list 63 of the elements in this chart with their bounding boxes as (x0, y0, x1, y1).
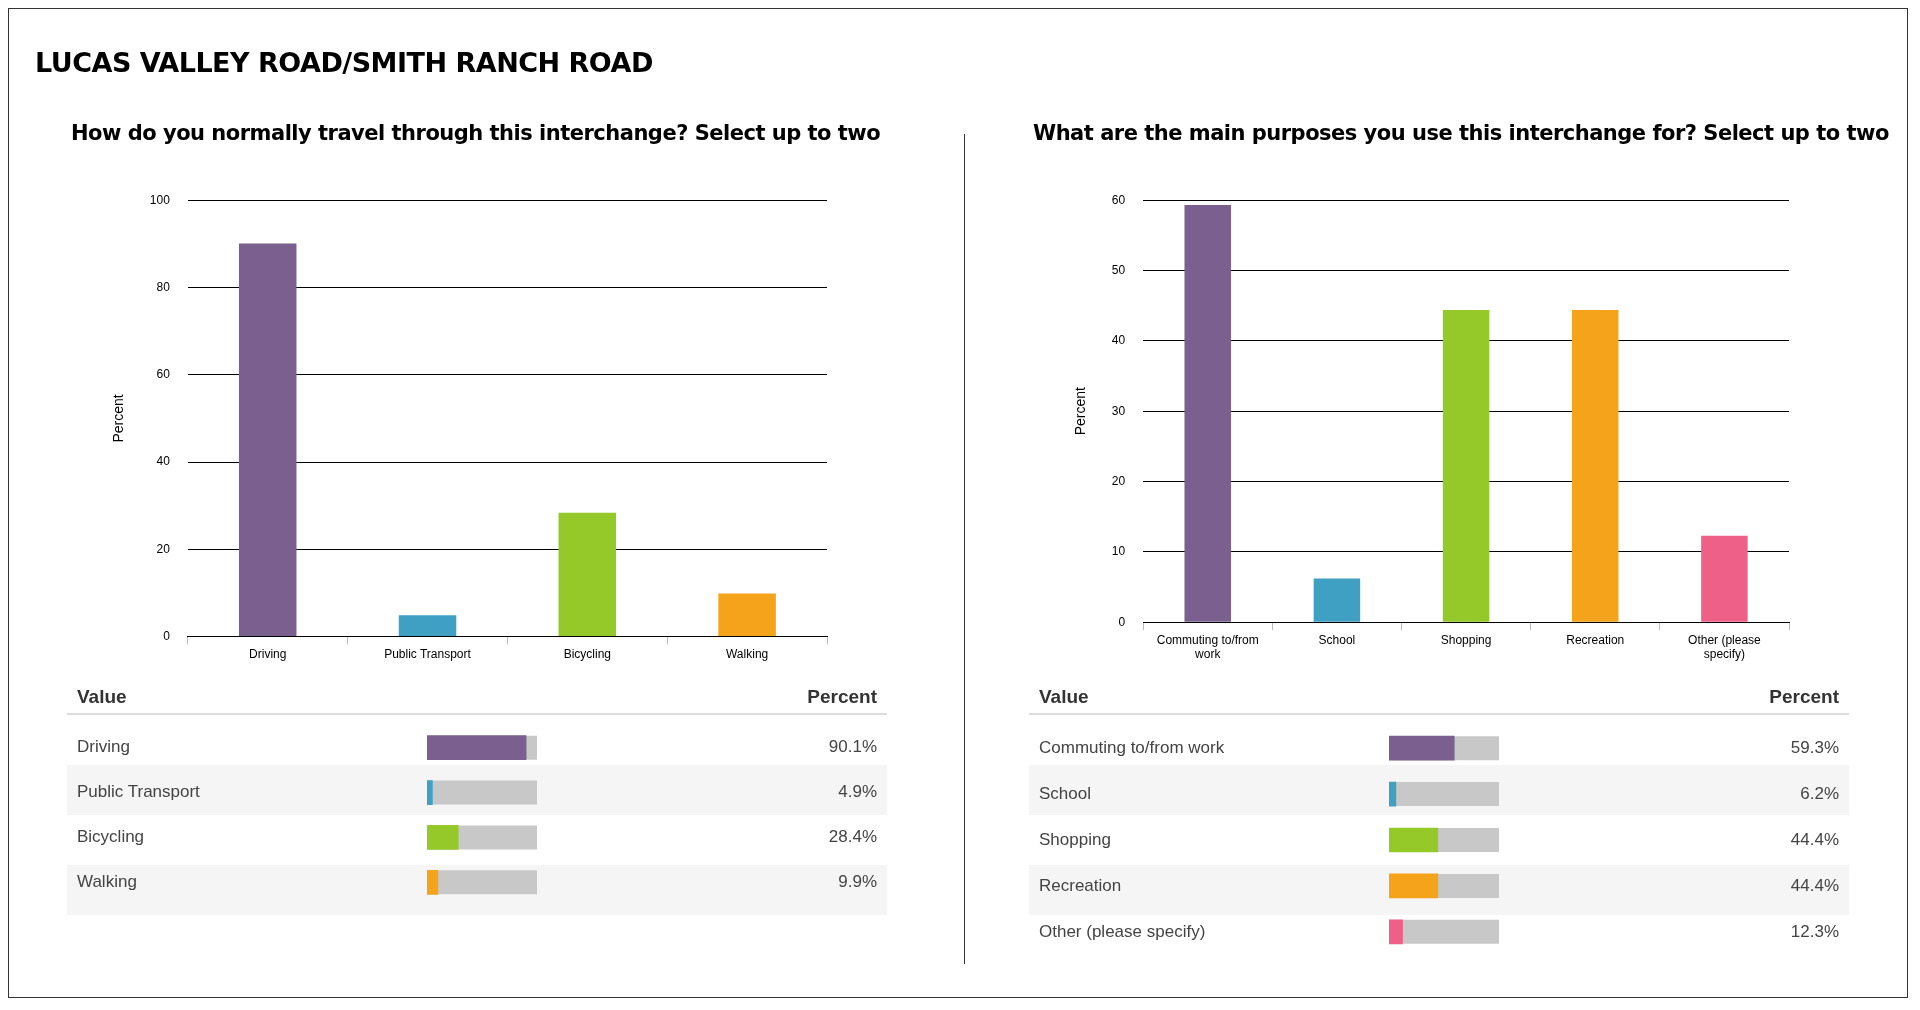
y-tick-label: Commuting to/from work (1039, 737, 1225, 757)
y-tick-label: 80 (156, 279, 171, 294)
data-label: 28.4% (828, 827, 877, 847)
y-tick-label: Driving (77, 737, 130, 757)
chart-title: How do you normally travel through this interchange? Select up to two (71, 121, 882, 145)
bar (238, 243, 297, 637)
bar (1571, 309, 1619, 622)
y-tick-label: Bicycling (77, 827, 145, 847)
y-tick-label: 60 (156, 367, 171, 382)
x-tick-label: School (1318, 632, 1356, 647)
data-label: 4.9% (838, 782, 877, 802)
data-label: 12.3% (1790, 921, 1839, 941)
data-label: 90.1% (828, 737, 877, 757)
bar (1442, 309, 1490, 622)
bar (718, 593, 776, 637)
x-tick-label: Recreation (1566, 632, 1625, 647)
data-label: 9.9% (838, 872, 877, 892)
bar (558, 512, 617, 637)
bar (1389, 781, 1397, 807)
y-tick-label: 0 (163, 628, 171, 643)
text: Percent (807, 686, 877, 708)
text: LUCAS VALLEY ROAD/SMITH RANCH ROAD (35, 47, 653, 78)
data-label: 59.3% (1790, 737, 1839, 757)
y-tick-label: 10 (1111, 544, 1126, 559)
y-tick-label: 100 (149, 192, 171, 207)
chart-title: What are the main purposes you use this interchange for? Select up to two (1033, 121, 1889, 145)
bar (1184, 205, 1231, 622)
bar (1701, 535, 1748, 622)
y-tick-label: 40 (1111, 333, 1126, 348)
y-tick-label: 20 (1111, 473, 1126, 488)
y-tick-label: Walking (77, 872, 137, 892)
bar (1313, 578, 1361, 622)
x-tick-label: Walking (725, 647, 769, 662)
text: Value (77, 686, 127, 708)
x-tick-label: Shopping (1440, 632, 1492, 647)
y-tick-label: 0 (1118, 614, 1126, 629)
y-tick-label: Public Transport (77, 782, 201, 802)
x-tick-label: Driving (249, 647, 287, 662)
bar (1389, 919, 1403, 945)
y-tick-label: 50 (1111, 262, 1126, 277)
y-tick-label: Other (please specify) (1039, 921, 1206, 941)
y-tick-label: 40 (156, 454, 171, 469)
y-axis-title: Percent (110, 394, 127, 443)
y-axis-title: Percent (1072, 386, 1089, 436)
x-tick-label: Bicycling (563, 647, 611, 662)
data-label: 44.4% (1790, 829, 1839, 849)
y-tick-label: 60 (1111, 192, 1126, 207)
y-tick-label: Recreation (1039, 875, 1122, 895)
bar (398, 615, 457, 637)
data-label: 44.4% (1790, 875, 1839, 895)
y-tick-label: 30 (1111, 403, 1126, 418)
text: Percent (1769, 686, 1839, 708)
y-tick-label: Shopping (1039, 829, 1111, 849)
y-tick-label: 20 (156, 541, 171, 556)
bar (427, 870, 439, 895)
y-tick-label: School (1039, 783, 1091, 803)
x-tick-label: Public Transport (384, 647, 472, 662)
data-label: 6.2% (1800, 783, 1839, 803)
x-tick-label: Other (please specify) (1688, 632, 1762, 662)
x-tick-label: Commuting to/from work (1156, 632, 1259, 662)
text: Value (1039, 686, 1089, 708)
bar (427, 825, 459, 850)
bar (427, 780, 433, 805)
